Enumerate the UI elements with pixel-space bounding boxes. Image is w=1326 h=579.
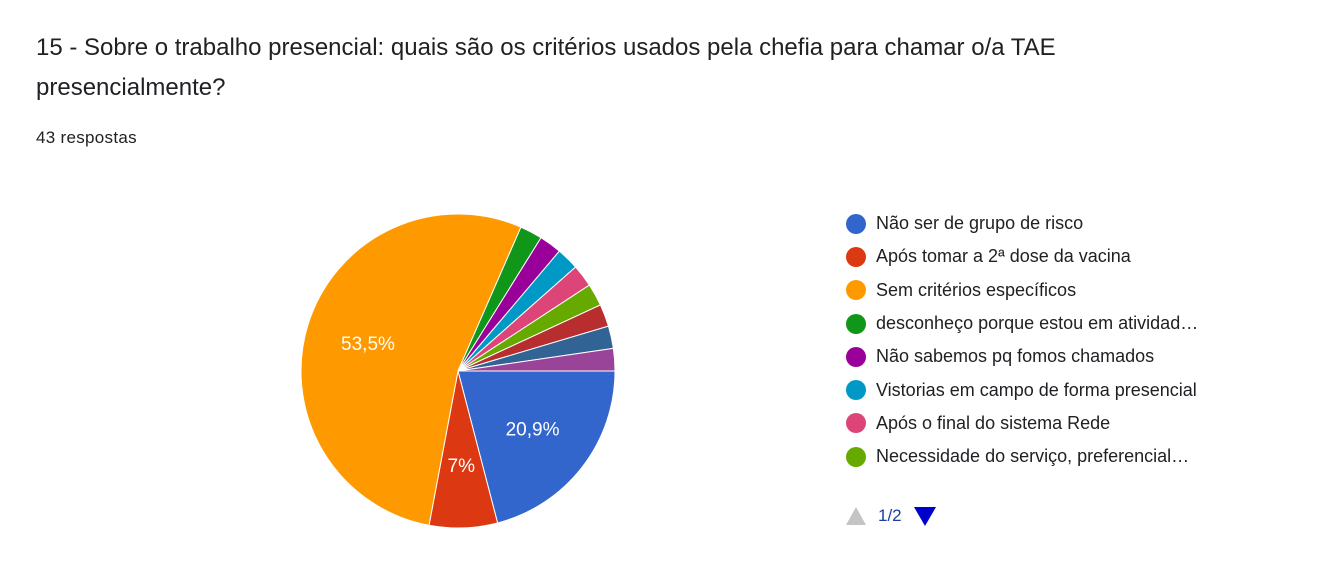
legend-label: Após tomar a 2ª dose da vacina [876, 246, 1131, 267]
legend-item[interactable]: Não ser de grupo de risco [846, 207, 1286, 240]
pie-slice[interactable] [457, 370, 616, 524]
legend-swatch [846, 380, 866, 401]
legend-item[interactable]: Não sabemos pq fomos chamados [846, 340, 1286, 373]
legend-item[interactable]: Após tomar a 2ª dose da vacina [846, 240, 1286, 273]
legend-label: Após o final do sistema Rede [876, 412, 1111, 433]
pie-slice[interactable] [300, 213, 522, 526]
legend-pager: 1/2 [846, 506, 936, 526]
legend-swatch [846, 413, 866, 434]
chart-title: 15 - Sobre o trabalho presencial: quais … [36, 34, 1056, 101]
legend-label: Sem critérios específicos [876, 279, 1077, 300]
legend-swatch [846, 213, 866, 234]
legend-item[interactable]: desconheço porque estou em atividad… [846, 307, 1286, 340]
slice-data-label: 20,9% [506, 420, 560, 441]
response-count: 43 respostas [36, 128, 137, 147]
legend-label: desconheço porque estou em atividad… [876, 313, 1199, 334]
legend-item[interactable]: Necessidade do serviço, preferencial… [846, 440, 1286, 473]
legend-label: Não sabemos pq fomos chamados [876, 346, 1155, 367]
legend-label: Vistorias em campo de forma presencial [876, 379, 1197, 400]
previous-page-icon [846, 507, 866, 525]
legend-swatch [846, 280, 866, 301]
legend-swatch [846, 446, 866, 467]
legend-swatch [846, 313, 866, 334]
page-indicator: 1/2 [878, 506, 902, 525]
legend-label: Necessidade do serviço, preferencial… [876, 446, 1190, 467]
chart-legend: Não ser de grupo de risco Após tomar a 2ª… [846, 207, 1286, 473]
slice-data-label: 53,5% [341, 334, 395, 355]
legend-item[interactable]: Após o final do sistema Rede [846, 407, 1286, 440]
legend-item[interactable]: Sem critérios específicos [846, 274, 1286, 307]
legend-swatch [846, 346, 866, 367]
pie-slice[interactable] [457, 347, 616, 372]
next-page-icon[interactable] [913, 506, 936, 526]
slice-data-label: 7% [448, 456, 476, 477]
legend-item[interactable]: Vistorias em campo de forma presencial [846, 373, 1286, 406]
legend-swatch [846, 246, 866, 267]
legend-label: Não ser de grupo de risco [876, 213, 1084, 234]
